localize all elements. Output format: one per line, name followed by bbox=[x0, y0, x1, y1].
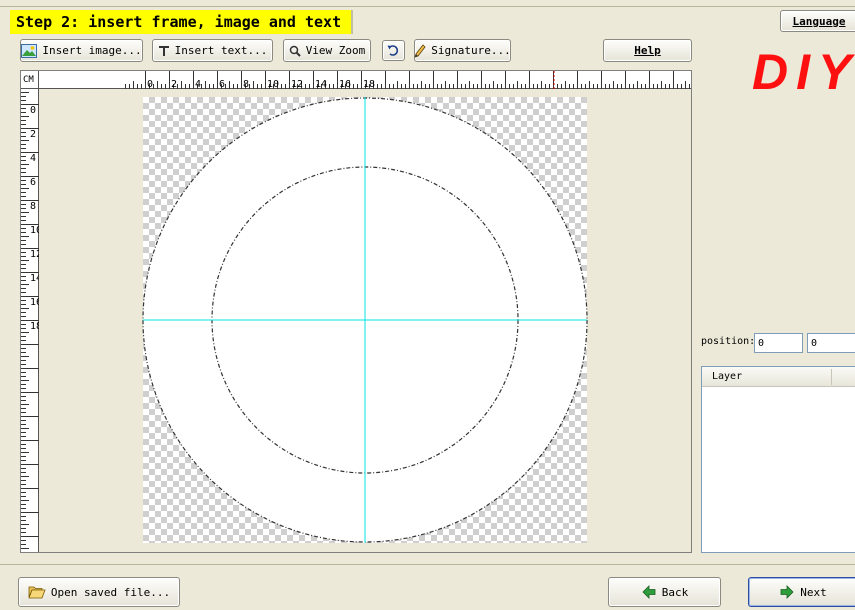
ruler-label: 4 bbox=[30, 153, 36, 164]
vertical-ruler-ticks: 0 2 4 6 8 10 12 14 16 18 bbox=[21, 92, 42, 549]
position-x-input[interactable] bbox=[754, 333, 803, 353]
top-divider bbox=[0, 6, 855, 7]
ruler-label: 2 bbox=[171, 79, 177, 89]
position-label: position: bbox=[701, 336, 756, 347]
next-label: Next bbox=[800, 585, 827, 599]
back-label: Back bbox=[661, 585, 689, 599]
ruler-label: 10 bbox=[267, 79, 279, 89]
ruler-label: 14 bbox=[30, 273, 39, 284]
picture-icon bbox=[21, 43, 38, 58]
back-button[interactable]: Back bbox=[608, 577, 721, 607]
back-arrow-icon bbox=[641, 584, 657, 600]
vertical-ruler: 0 2 4 6 8 10 12 14 16 18 bbox=[21, 89, 42, 552]
position-y-input[interactable] bbox=[807, 333, 855, 353]
ruler-label: 12 bbox=[291, 79, 303, 89]
ruler-label: 6 bbox=[30, 177, 36, 188]
next-button[interactable]: Next bbox=[748, 577, 855, 607]
ruler-label: 14 bbox=[315, 79, 327, 89]
ruler-label: 18 bbox=[30, 321, 39, 332]
view-zoom-button[interactable]: View Zoom bbox=[283, 39, 371, 62]
insert-image-button[interactable]: Insert image... bbox=[20, 39, 143, 62]
next-arrow-icon bbox=[779, 584, 795, 600]
pencil-icon bbox=[414, 43, 426, 58]
ruler-label: 4 bbox=[195, 79, 201, 89]
insert-image-label: Insert image... bbox=[42, 44, 142, 57]
magnifier-icon bbox=[289, 45, 301, 57]
ruler-label: 6 bbox=[219, 79, 225, 89]
diy-logo: DIY bbox=[752, 44, 855, 100]
horizontal-ruler: 0 2 4 6 8 10 12 14 16 18 bbox=[21, 71, 691, 90]
ruler-label: 16 bbox=[30, 297, 39, 308]
ruler-label: 12 bbox=[30, 249, 39, 260]
view-zoom-label: View Zoom bbox=[305, 44, 366, 57]
language-button[interactable]: Language bbox=[780, 10, 855, 32]
insert-text-label: Insert text... bbox=[174, 44, 268, 57]
open-saved-file-label: Open saved file... bbox=[50, 585, 171, 599]
ruler-label: 0 bbox=[147, 79, 153, 89]
step-title: Step 2: insert frame, image and text bbox=[10, 10, 353, 34]
bottom-divider bbox=[0, 564, 855, 565]
ruler-label: 2 bbox=[30, 129, 36, 140]
folder-open-icon bbox=[28, 585, 46, 599]
undo-button[interactable] bbox=[382, 40, 405, 61]
ruler-label: 0 bbox=[30, 105, 36, 116]
signature-button[interactable]: Signature... bbox=[414, 39, 511, 62]
help-button[interactable]: Help bbox=[603, 39, 692, 62]
layer-column-divider bbox=[831, 369, 832, 385]
ruler-label: 8 bbox=[30, 201, 36, 212]
signature-label: Signature... bbox=[431, 44, 511, 57]
ruler-label: 18 bbox=[363, 79, 375, 89]
ruler-label: 16 bbox=[339, 79, 351, 89]
open-saved-file-button[interactable]: Open saved file... bbox=[18, 577, 180, 607]
ruler-label: 10 bbox=[30, 225, 39, 236]
ruler-unit: CM bbox=[21, 71, 39, 89]
ruler-label: 8 bbox=[243, 79, 249, 89]
help-label: Help bbox=[634, 44, 661, 57]
undo-icon bbox=[387, 45, 400, 56]
layer-column-header[interactable]: Layer bbox=[702, 367, 855, 387]
text-icon bbox=[158, 45, 170, 57]
language-label: Language bbox=[792, 14, 846, 28]
layer-list[interactable] bbox=[701, 366, 855, 553]
insert-text-button[interactable]: Insert text... bbox=[152, 39, 273, 62]
horizontal-ruler-ticks: 0 2 4 6 8 10 12 14 16 18 bbox=[125, 71, 690, 90]
